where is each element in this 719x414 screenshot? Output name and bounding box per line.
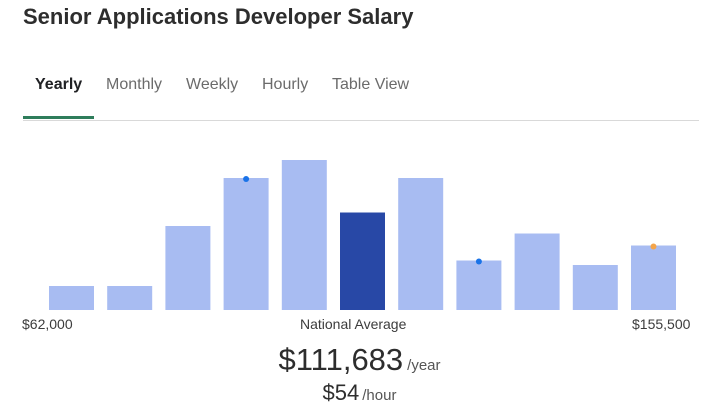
page-title: Senior Applications Developer Salary (23, 4, 414, 29)
x-min-label: $62,000 (22, 316, 73, 332)
tab-hourly[interactable]: Hourly (262, 76, 309, 93)
tab-yearly[interactable]: Yearly (35, 76, 83, 93)
active-tab-indicator (23, 116, 94, 119)
bar-10[interactable] (631, 245, 676, 311)
yearly-salary: $111,683/year (0, 342, 719, 378)
marker-dot-2 (650, 243, 657, 250)
bar-6[interactable] (398, 178, 444, 310)
bar-4[interactable] (281, 160, 327, 310)
hourly-salary-unit: /hour (362, 387, 397, 404)
salary-distribution-chart (49, 160, 676, 311)
national-average-label: National Average (300, 316, 407, 332)
x-max-label: $155,500 (632, 316, 691, 332)
hourly-salary-amount: $54 (322, 380, 360, 405)
bar-national-average[interactable] (340, 212, 385, 311)
hourly-salary: $54/hour (0, 380, 719, 406)
tab-weekly[interactable]: Weekly (186, 76, 239, 93)
marker-dot-0 (243, 176, 250, 182)
bar-2[interactable] (165, 226, 211, 310)
tab-monthly[interactable]: Monthly (106, 76, 163, 93)
bar-7[interactable] (456, 260, 502, 311)
bar-8[interactable] (514, 233, 560, 311)
yearly-salary-amount: $111,683 (278, 342, 404, 377)
bar-1[interactable] (107, 286, 153, 310)
yearly-salary-unit: /year (407, 357, 441, 374)
bar-9[interactable] (572, 265, 618, 310)
bar-0[interactable] (49, 286, 94, 310)
tab-table-view[interactable]: Table View (332, 76, 410, 93)
period-tabs: Yearly Monthly Weekly Hourly Table View (23, 64, 699, 121)
bar-3[interactable] (223, 178, 269, 310)
marker-dot-1 (475, 258, 482, 265)
